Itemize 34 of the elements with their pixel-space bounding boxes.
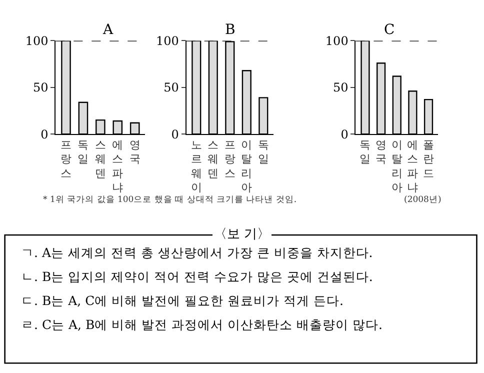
y-tick-label: 100 [156,34,179,48]
chart-title: A [102,22,114,38]
text: 〈보 기〉 [214,227,270,242]
y-tick-label: 100 [325,34,348,48]
text: ㄷ. B는 A, C에 비해 발전에 필요한 원료비가 적게 든다. [21,293,344,308]
x-tick-label: 프랑스 [224,138,236,180]
y-tick-label: 0 [171,127,179,142]
x-tick-label: 이탈리아 [391,138,402,194]
y-tick-label: 100 [25,34,48,48]
y-tick-label: 0 [40,127,48,142]
x-tick-label: 이탈리아 [241,138,252,194]
chart-title: C [384,22,395,38]
text: ㄱ. A는 세계의 전력 총 생산량에서 가장 큰 비중을 차지한다. [21,245,373,260]
y-tick-label: 50 [32,80,48,95]
text: ㄴ. B는 입지의 제약이 적어 전력 수요가 많은 곳에 건설된다. [21,269,373,284]
y-tick-label: 50 [164,80,179,95]
x-tick-label: 스웨덴 [208,138,219,180]
text: ㄹ. C는 A, B에 비해 발전 과정에서 이산화탄소 배출량이 많다. [21,317,382,332]
x-tick-label: 독일 [78,138,89,166]
x-tick-label: 노르웨이 [190,138,202,194]
chart-title: B [225,22,236,38]
x-tick-label: 영국 [376,138,387,166]
x-tick-label: 프랑스 [60,138,72,180]
text: (2008년) [404,195,442,205]
x-tick-label: 독일 [360,138,371,166]
text: * 1위 국가의 값을 100으로 했을 때 상대적 크기를 나타낸 것임. [43,195,297,205]
y-tick-label: 50 [333,80,348,95]
x-tick-label: 폴란드 [423,138,434,180]
x-tick-label: 스웨덴 [94,138,106,180]
y-tick-label: 0 [340,127,348,142]
x-tick-label: 독일 [258,138,269,166]
x-tick-label: 영국 [129,138,140,166]
x-tick-label: 에스파냐 [112,138,124,194]
x-tick-label: 에스파냐 [407,138,418,194]
